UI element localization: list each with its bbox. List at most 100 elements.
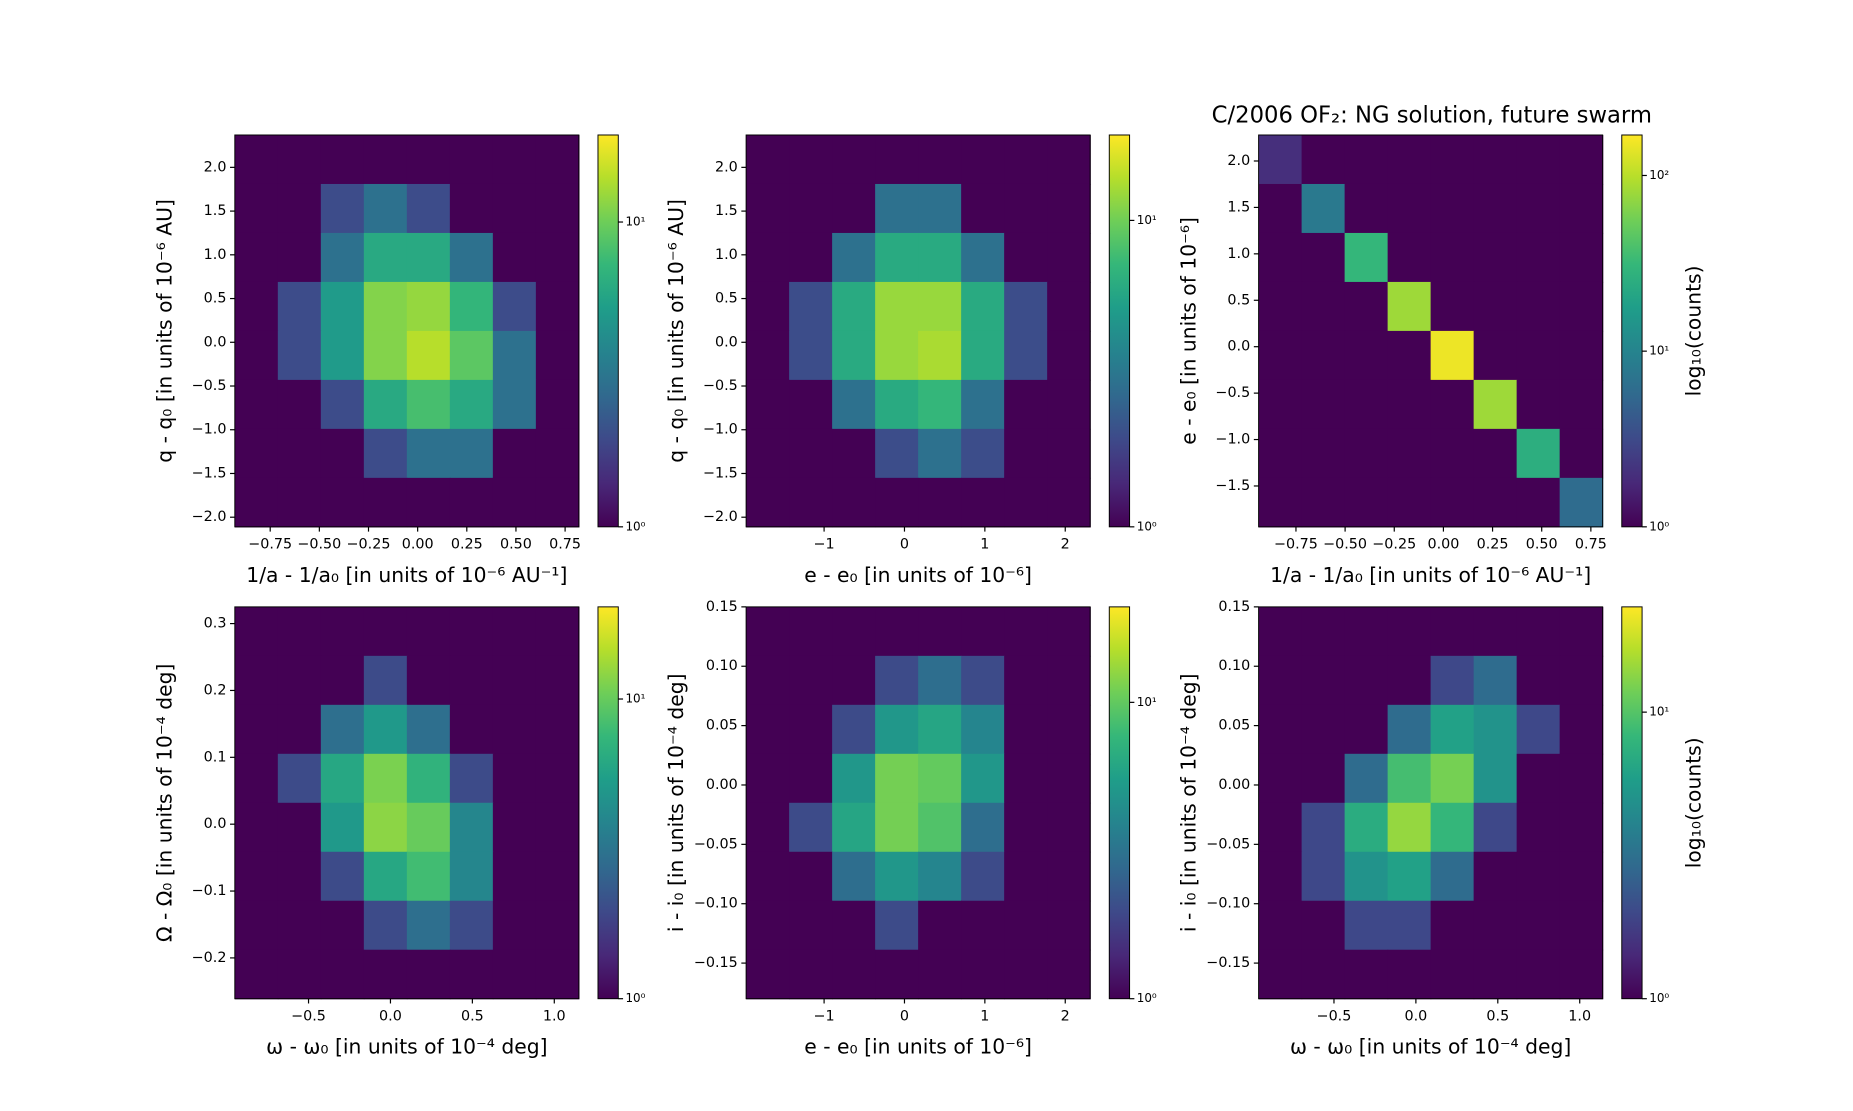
hex-cell	[320, 655, 365, 706]
hex-cell	[1516, 183, 1561, 234]
x-tick-label: −0.50	[297, 537, 341, 553]
hex-cell	[918, 606, 962, 657]
hex-cell	[1387, 900, 1432, 951]
hex-cell	[449, 655, 494, 706]
hex-cell	[1473, 900, 1518, 951]
hex-cell	[363, 851, 408, 902]
hex-cell	[746, 704, 790, 755]
plot-frame	[234, 606, 580, 1000]
hex-cell	[1473, 379, 1518, 430]
hex-cell	[1387, 949, 1432, 1000]
hex-cell	[832, 704, 876, 755]
hex-cell	[492, 379, 537, 430]
hex-cell	[1301, 428, 1346, 479]
hex-cell	[277, 753, 322, 804]
hex-cell	[492, 704, 537, 755]
hex-cell	[449, 851, 494, 902]
hex-cell	[234, 477, 279, 528]
hex-cell	[492, 134, 537, 185]
hex-cell	[1004, 900, 1048, 951]
hex-cell	[875, 183, 919, 234]
hex-cell	[535, 477, 580, 528]
y-tick-label: −1.5	[703, 465, 738, 481]
hex-cell	[1344, 802, 1389, 853]
hex-cell	[1047, 704, 1091, 755]
hex-cell	[746, 477, 790, 528]
hex-cell	[234, 379, 279, 430]
hex-cell	[492, 232, 537, 283]
hex-cell	[1258, 606, 1303, 657]
hex-cell	[1387, 753, 1432, 804]
hex-cell	[1258, 281, 1303, 332]
colorbar-tick-label: 10¹	[1137, 213, 1157, 227]
hex-cell	[535, 134, 580, 185]
hex-cell	[1430, 949, 1475, 1000]
hex-cell	[918, 232, 962, 283]
hex-cell	[1301, 704, 1346, 755]
hex-cell	[1473, 477, 1518, 528]
hex-cell	[1047, 330, 1091, 381]
hex-cell	[535, 330, 580, 381]
hex-cell	[492, 655, 537, 706]
hex-cell	[961, 704, 1005, 755]
y-tick-label: −0.5	[1215, 385, 1250, 401]
y-tick-label: 1.5	[1227, 199, 1250, 215]
hex-cell	[961, 134, 1005, 185]
hex-cell	[789, 330, 833, 381]
hex-cell	[961, 477, 1005, 528]
y-tick-label: 0.0	[715, 334, 738, 350]
hex-cell	[406, 704, 451, 755]
hex-cell	[1344, 379, 1389, 430]
y-tick-label: 0.5	[1227, 292, 1250, 308]
hex-cell	[320, 134, 365, 185]
plot-frame	[745, 606, 1091, 1000]
hex-cell	[363, 606, 408, 657]
x-tick-label: 0.75	[549, 537, 581, 553]
hex-cell	[1473, 428, 1518, 479]
hex-cell	[406, 330, 451, 381]
hex-cell	[961, 428, 1005, 479]
hex-cell	[449, 134, 494, 185]
y-tick-label: −2.0	[703, 509, 738, 525]
y-tick-label: −1.0	[1215, 432, 1250, 448]
colorbar-tick-label: 10¹	[625, 692, 645, 706]
hex-cell	[1559, 949, 1604, 1000]
hex-cell	[320, 232, 365, 283]
hex-cell	[1344, 606, 1389, 657]
hex-cell	[277, 183, 322, 234]
hex-cell	[406, 232, 451, 283]
hex-cell	[1301, 477, 1346, 528]
hex-cell	[234, 232, 279, 283]
hex-cell	[320, 802, 365, 853]
hex-cell	[1430, 134, 1475, 185]
hex-cell	[1004, 232, 1048, 283]
hex-cell	[277, 379, 322, 430]
hex-cell	[961, 379, 1005, 430]
hex-cell	[789, 851, 833, 902]
y-tick-label: 0.05	[706, 718, 738, 734]
hex-cell	[1301, 851, 1346, 902]
hex-cell	[1047, 851, 1091, 902]
hex-cell	[832, 330, 876, 381]
hex-cell	[1004, 851, 1048, 902]
colorbar-tick-label: 10¹	[1649, 344, 1669, 358]
hex-cell	[1516, 949, 1561, 1000]
hex-cell	[1559, 428, 1604, 479]
hex-cell	[277, 704, 322, 755]
hex-cell	[277, 802, 322, 853]
hex-cell	[1047, 900, 1091, 951]
hex-cell	[234, 281, 279, 332]
hex-cell	[1430, 379, 1475, 430]
hex-cell	[1387, 330, 1432, 381]
hex-cell	[1516, 704, 1561, 755]
hex-cell	[789, 655, 833, 706]
hex-cell	[918, 379, 962, 430]
hex-cell	[1047, 379, 1091, 430]
x-tick-label: 0.75	[1575, 537, 1607, 553]
hex-cell	[1344, 330, 1389, 381]
hex-cell	[492, 428, 537, 479]
hex-cell	[277, 232, 322, 283]
hex-cell	[1004, 753, 1048, 804]
colorbar-label: log₁₀(counts)	[1682, 737, 1706, 868]
hex-cell	[1004, 949, 1048, 1000]
